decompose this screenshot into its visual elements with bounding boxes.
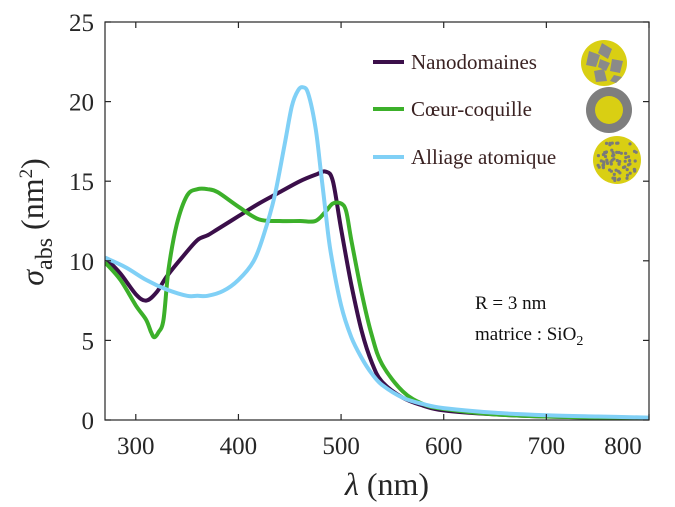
atomic-alloy-particle-icon <box>593 136 641 184</box>
alloy-atom-dot <box>610 158 614 162</box>
x-tick-label: 800 <box>604 433 642 460</box>
alloy-atom-dot <box>603 154 608 159</box>
alloy-atom-dot <box>602 160 606 164</box>
alloy-atom-dot <box>625 168 629 172</box>
annotation-matrix-sub: 2 <box>576 334 583 349</box>
alloy-atom-dot <box>610 148 614 152</box>
alloy-atom-dot <box>615 158 619 163</box>
y-tick-label: 5 <box>82 328 95 355</box>
annotation-matrix: matrice : SiO2 <box>475 324 583 349</box>
alloy-atom-dot <box>628 171 632 175</box>
alloy-atom-dot <box>615 150 619 154</box>
alloy-atom-dot <box>624 151 628 155</box>
alloy-atom-dot <box>625 173 630 177</box>
curves-group <box>105 85 649 420</box>
x-tick-label: 500 <box>322 433 360 460</box>
alloy-atom-dot <box>633 169 637 173</box>
alloy-atom-dot <box>625 176 629 180</box>
alloy-atom-dot <box>611 154 615 158</box>
alloy-atom-dot <box>632 149 637 153</box>
annotation-radius: R = 3 nm <box>475 293 547 314</box>
legend-label-nanodomaines: Nanodomaines <box>411 50 537 74</box>
core-shell-particle-icon <box>586 87 632 133</box>
alloy-atom-dot <box>610 141 614 145</box>
x-axis-label-symbol: λ <box>344 466 359 502</box>
alloy-atom-dot <box>605 160 609 164</box>
y-tick-label: 15 <box>69 169 94 196</box>
alloy-atom-dot <box>615 141 619 145</box>
alloy-atom-dot <box>621 165 626 170</box>
alloy-atom-dot <box>609 169 613 173</box>
alloy-atom-dot <box>624 155 628 160</box>
y-axis-label: σabs (nm2) <box>14 158 58 285</box>
y-tick-label: 0 <box>82 408 95 435</box>
alloy-atom-dot <box>603 150 607 155</box>
alloy-atom-dot <box>626 163 631 167</box>
alloy-atom-dot <box>604 141 609 145</box>
y-axis: 0 5 10 15 20 25 <box>69 10 649 435</box>
annotation-matrix-prefix: matrice : SiO <box>475 324 576 345</box>
alloy-atom-dot <box>616 169 620 173</box>
alloy-atom-dot <box>612 172 616 176</box>
y-tick-label: 25 <box>69 10 94 37</box>
alloy-atom-dot <box>626 155 631 159</box>
alloy-atom-dot <box>611 151 615 155</box>
x-tick-label: 300 <box>117 433 155 460</box>
y-tick-label: 20 <box>69 90 94 117</box>
legend-label-coeur-coquille: Cœur-coquille <box>411 97 532 121</box>
y-tick-label: 10 <box>69 249 94 276</box>
alloy-atom-dot <box>609 162 613 166</box>
x-tick-label: 600 <box>425 433 463 460</box>
alloy-atom-dot <box>628 159 632 163</box>
alloy-atom-dot <box>633 159 637 163</box>
alloy-atom-dot <box>628 142 632 146</box>
alloy-atom-dot <box>623 159 627 163</box>
alloy-atom-dot <box>618 159 622 164</box>
alloy-atom-dot <box>596 154 600 158</box>
y-axis-label-symbol: σ <box>14 269 50 286</box>
alloy-atom-dot <box>617 177 621 181</box>
alloy-atom-dot <box>602 162 606 166</box>
alloy-atom-dot <box>613 178 617 182</box>
series-line-1 <box>105 186 649 420</box>
plot-frame <box>104 21 650 421</box>
x-tick-label: 700 <box>528 433 566 460</box>
x-axis: 300 400 500 600 700 800 <box>117 22 650 460</box>
nanodomain-particle-icon <box>581 40 627 86</box>
legend-label-alliage-atomique: Alliage atomique <box>411 145 556 169</box>
alloy-atom-dot <box>617 150 621 155</box>
y-axis-label-unit-close: ) <box>14 158 50 169</box>
alloy-atom-dot <box>596 163 600 167</box>
x-axis-label: λ (nm) <box>344 466 429 502</box>
y-axis-label-unit-open: (nm <box>14 178 50 230</box>
y-axis-label-sub: abs <box>32 238 58 270</box>
x-tick-label: 400 <box>220 433 258 460</box>
legend: Nanodomaines Cœur-coquille Alliage atomi… <box>373 40 641 184</box>
alloy-atom-dot <box>608 141 612 145</box>
series-line-2 <box>105 85 649 420</box>
x-axis-label-unit: (nm) <box>367 466 429 502</box>
y-axis-label-unit-sup: 2 <box>16 169 37 179</box>
